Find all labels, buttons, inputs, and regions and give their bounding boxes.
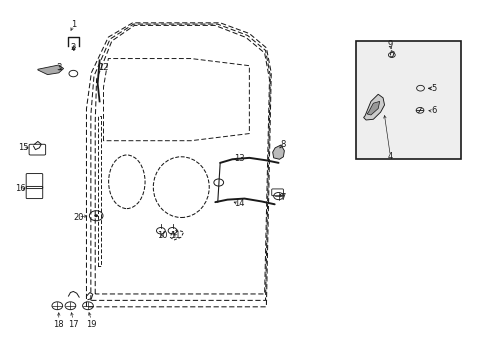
Text: 15: 15 <box>18 143 28 152</box>
Polygon shape <box>272 145 284 159</box>
Text: 19: 19 <box>86 320 97 329</box>
Text: 8: 8 <box>280 140 285 149</box>
Text: 6: 6 <box>430 106 436 115</box>
Text: 13: 13 <box>234 154 244 163</box>
Text: 5: 5 <box>430 84 436 93</box>
Polygon shape <box>363 94 384 120</box>
Text: 18: 18 <box>53 320 64 329</box>
Text: 2: 2 <box>71 43 76 52</box>
Text: 11: 11 <box>170 231 181 240</box>
Polygon shape <box>38 65 63 75</box>
Polygon shape <box>366 102 379 115</box>
Bar <box>356 41 460 158</box>
Text: 7: 7 <box>280 193 285 202</box>
Text: 20: 20 <box>73 213 83 222</box>
Text: 4: 4 <box>387 152 392 161</box>
Text: 16: 16 <box>16 184 26 193</box>
Text: 12: 12 <box>98 63 108 72</box>
Text: 10: 10 <box>157 231 168 240</box>
Text: 9: 9 <box>387 40 392 49</box>
Text: 1: 1 <box>71 20 76 29</box>
Text: 14: 14 <box>234 199 244 208</box>
Text: 3: 3 <box>56 63 61 72</box>
Text: 17: 17 <box>68 320 79 329</box>
Circle shape <box>94 214 98 217</box>
